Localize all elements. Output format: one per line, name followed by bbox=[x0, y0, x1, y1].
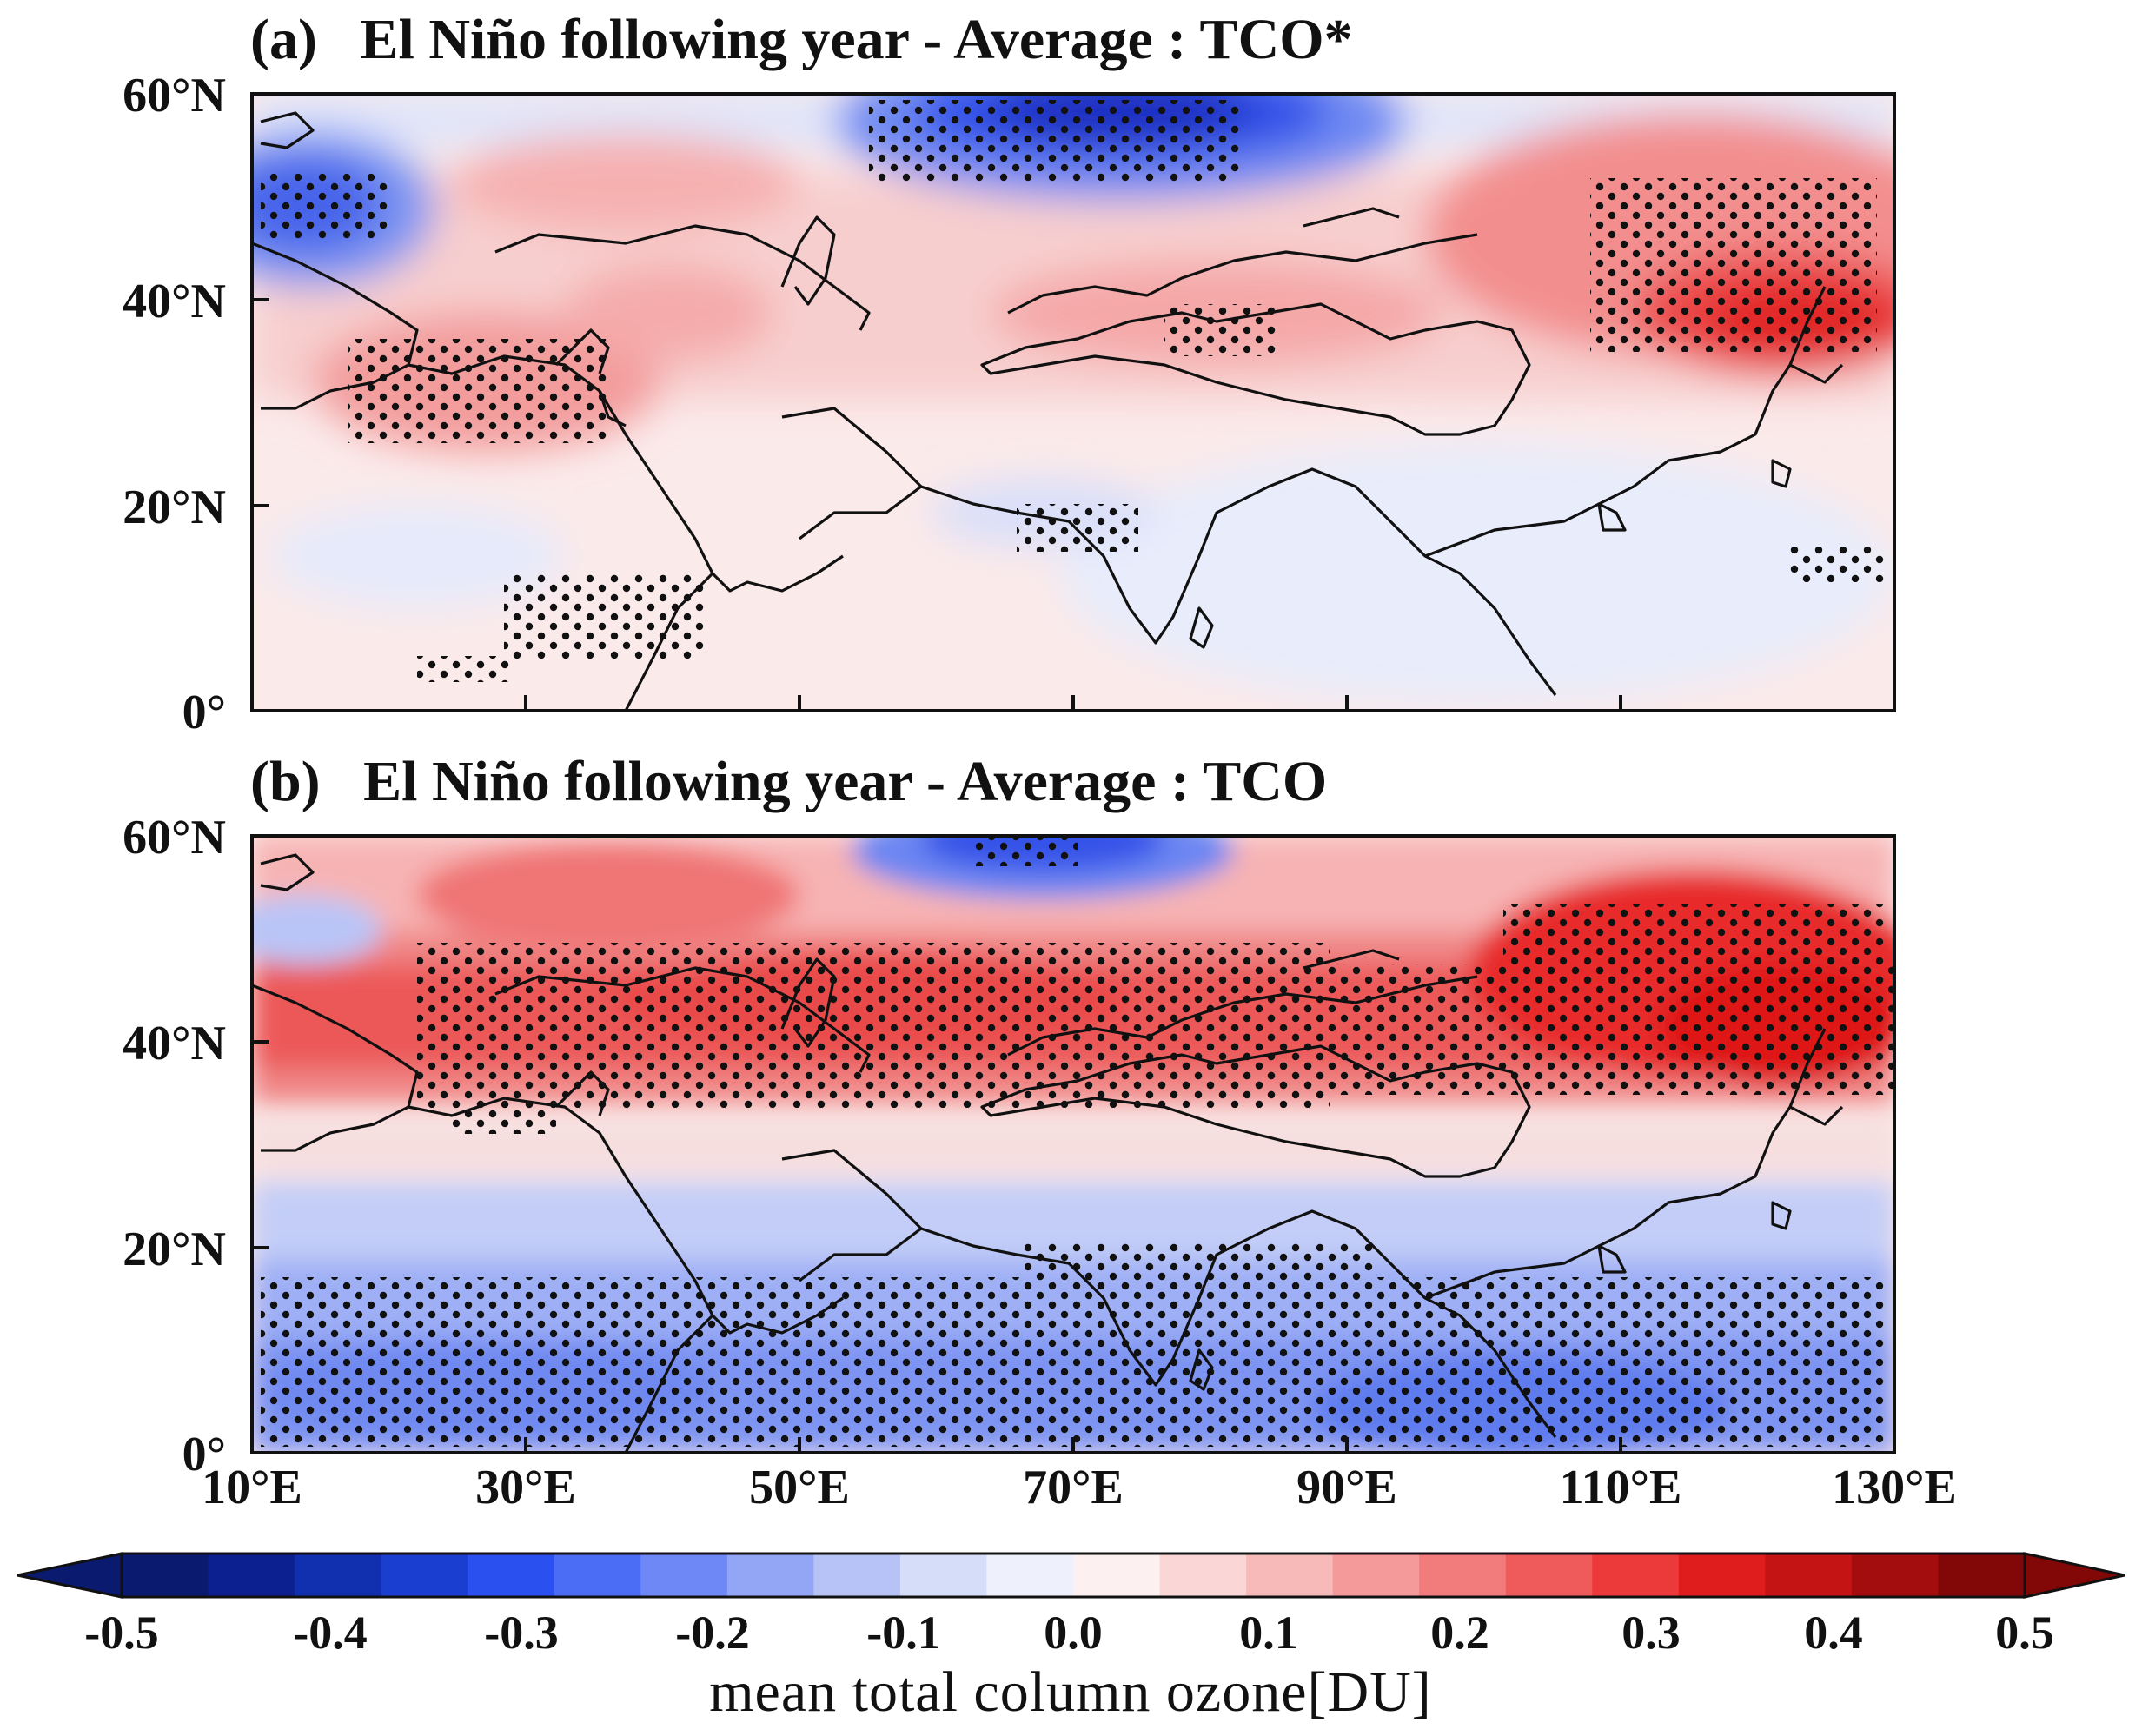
lon-label-10e: 10°E bbox=[202, 1461, 302, 1514]
colorbar bbox=[17, 1552, 2125, 1599]
colorbar-cell bbox=[1073, 1554, 1161, 1597]
colorbar-frame bbox=[120, 1552, 2026, 1599]
colorbar-tick-neg02: -0.2 bbox=[675, 1607, 750, 1659]
lon-label-130e: 130°E bbox=[1832, 1461, 1957, 1514]
panel-b-map bbox=[252, 836, 1894, 1453]
colorbar-cell bbox=[1159, 1554, 1247, 1597]
colorbar-cell bbox=[1678, 1554, 1766, 1597]
colorbar-tick-neg05: -0.5 bbox=[84, 1607, 159, 1659]
panel-b-lat-60n: 60°N bbox=[123, 811, 226, 865]
colorbar-cell bbox=[1765, 1554, 1853, 1597]
colorbar-cell bbox=[122, 1554, 209, 1597]
panel-a-lat-40n: 40°N bbox=[123, 275, 226, 328]
colorbar-cell bbox=[208, 1554, 295, 1597]
colorbar-tick-05: 0.5 bbox=[1995, 1607, 2054, 1659]
colorbar-tick-neg04: -0.4 bbox=[293, 1607, 368, 1659]
colorbar-cell bbox=[1505, 1554, 1593, 1597]
panel-b-title: (b) El Niño following year - Average : T… bbox=[250, 750, 1328, 813]
colorbar-cell bbox=[1592, 1554, 1680, 1597]
panel-b-significance-stipple bbox=[261, 836, 1894, 1447]
colorbar-cell bbox=[726, 1554, 814, 1597]
panel-b-coastlines bbox=[252, 853, 1844, 1453]
colorbar-tick-04: 0.4 bbox=[1804, 1607, 1863, 1659]
colorbar-tick-neg01: -0.1 bbox=[866, 1607, 941, 1659]
lon-label-110e: 110°E bbox=[1559, 1461, 1682, 1514]
colorbar-cell bbox=[1419, 1554, 1507, 1597]
panel-b-lat-20n: 20°N bbox=[123, 1222, 226, 1276]
colorbar-tick-neg03: -0.3 bbox=[484, 1607, 559, 1659]
panel-a-lat-60n: 60°N bbox=[123, 69, 226, 123]
colorbar-cell bbox=[640, 1554, 728, 1597]
colorbar-cell bbox=[381, 1554, 468, 1597]
colorbar-cell bbox=[1246, 1554, 1334, 1597]
panel-a-coastlines bbox=[252, 111, 1844, 711]
colorbar-cell bbox=[986, 1554, 1074, 1597]
colorbar-tick-01: 0.1 bbox=[1239, 1607, 1298, 1659]
panel-a-lat-20n: 20°N bbox=[123, 480, 226, 534]
colorbar-label: mean total column ozone[DU] bbox=[709, 1660, 1432, 1724]
colorbar-tick-03: 0.3 bbox=[1621, 1607, 1681, 1659]
colorbar-cell bbox=[1332, 1554, 1420, 1597]
colorbar-cell bbox=[813, 1554, 901, 1597]
colorbar-cell bbox=[1851, 1554, 1940, 1597]
panel-a-lat-0: 0° bbox=[182, 686, 226, 739]
colorbar-cell bbox=[554, 1554, 641, 1597]
panel-a-map bbox=[252, 94, 1894, 711]
colorbar-tick-02: 0.2 bbox=[1430, 1607, 1489, 1659]
colorbar-tick-0: 0.0 bbox=[1044, 1607, 1103, 1659]
colorbar-cell bbox=[295, 1554, 382, 1597]
colorbar-cell bbox=[899, 1554, 988, 1597]
colorbar-min-triangle bbox=[17, 1552, 123, 1599]
colorbar-max-triangle bbox=[2023, 1552, 2125, 1599]
colorbar-cell bbox=[1938, 1554, 2026, 1597]
lon-label-50e: 50°E bbox=[749, 1461, 850, 1514]
panel-a-ticks bbox=[252, 92, 1622, 712]
colorbar-cell bbox=[468, 1554, 555, 1597]
panel-b-ticks bbox=[252, 834, 1622, 1454]
lon-label-30e: 30°E bbox=[475, 1461, 576, 1514]
panel-b-lat-0: 0° bbox=[182, 1428, 226, 1481]
panel-b-lat-40n: 40°N bbox=[123, 1017, 226, 1070]
panel-a-title: (a) El Niño following year - Average : T… bbox=[250, 8, 1353, 71]
lon-label-70e: 70°E bbox=[1023, 1461, 1124, 1514]
lon-label-90e: 90°E bbox=[1296, 1461, 1397, 1514]
